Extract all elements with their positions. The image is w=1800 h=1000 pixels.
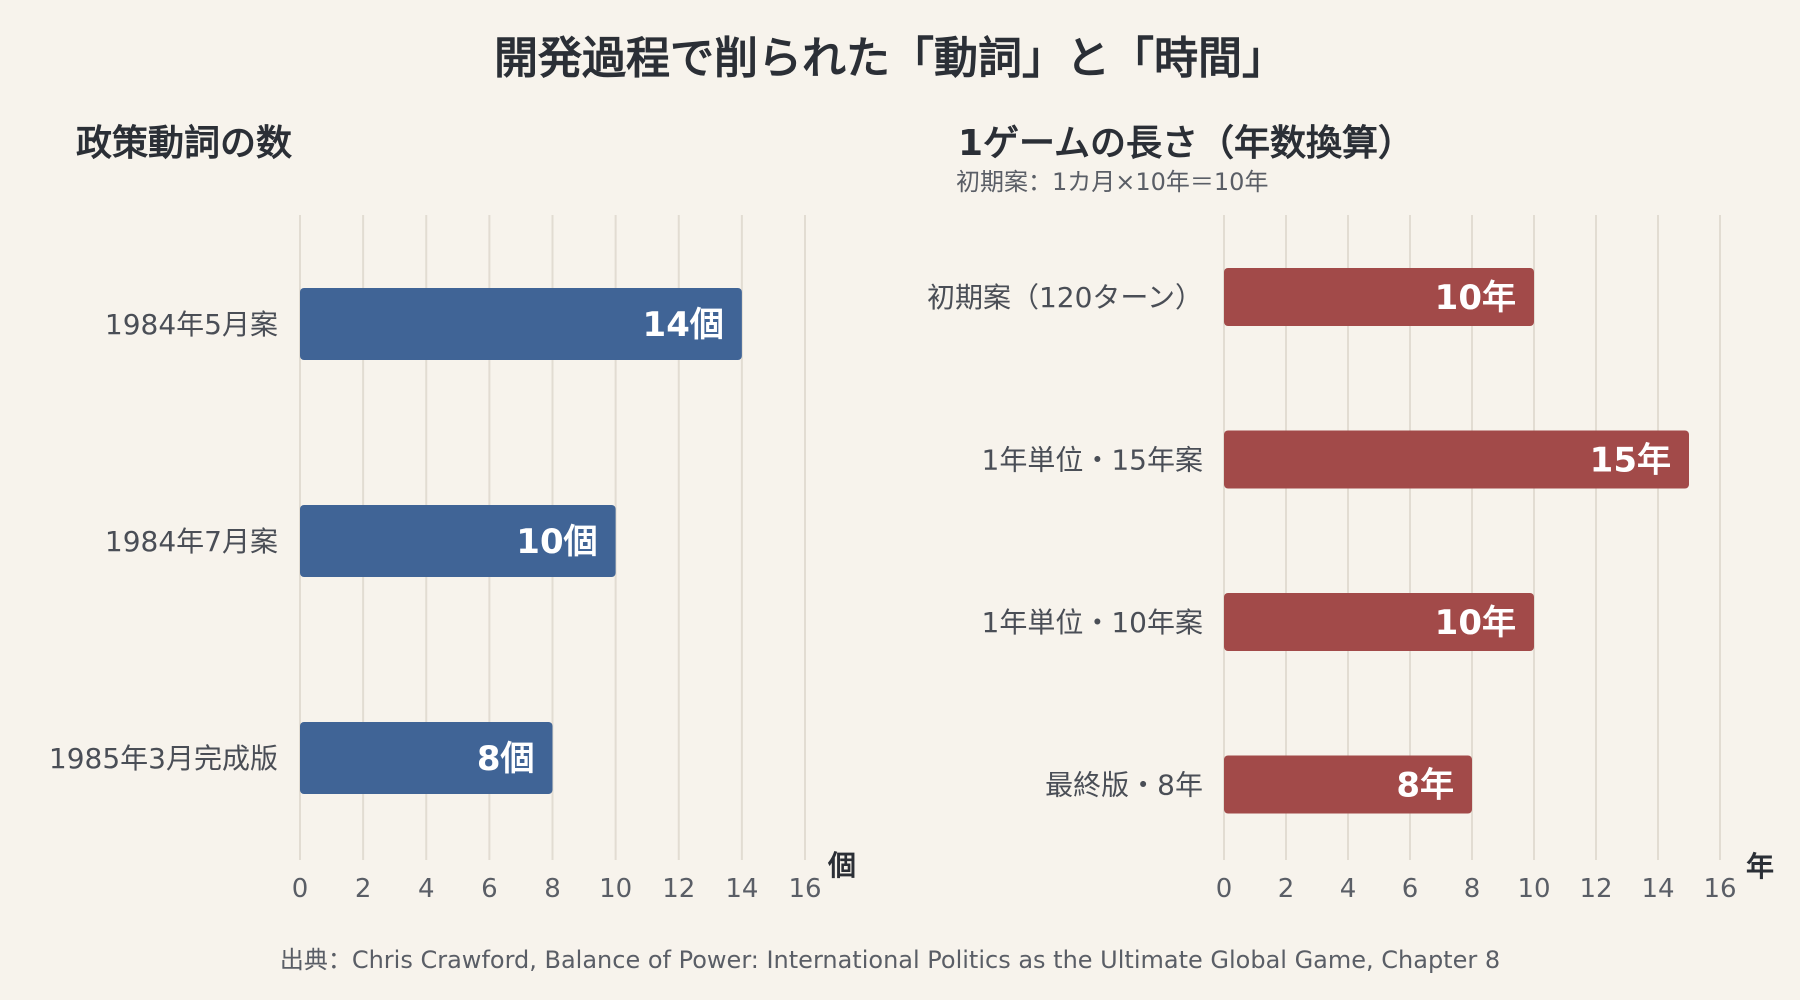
source-note: 出典：Chris Crawford, Balance of Power: Int… bbox=[279, 946, 1501, 974]
x-tick-label: 4 bbox=[1340, 874, 1357, 904]
x-tick-label: 14 bbox=[725, 874, 758, 904]
game-length-bar-chart: 0 2 4 6 8 10 12 14 16 年 初期案（120ターン） 10年 1年単位・15年案 15年… bbox=[927, 215, 1774, 904]
category-label: 1984年7月案 bbox=[105, 525, 278, 558]
category-label: 1年単位・15年案 bbox=[982, 444, 1203, 477]
bar bbox=[1224, 593, 1534, 651]
x-tick-label: 10 bbox=[599, 874, 632, 904]
x-tick-label: 10 bbox=[1517, 874, 1550, 904]
x-tick-label: 12 bbox=[662, 874, 695, 904]
bar bbox=[300, 505, 616, 577]
bar-value-label: 8個 bbox=[477, 739, 535, 779]
category-label: 1984年5月案 bbox=[105, 308, 278, 341]
x-tick-label: 8 bbox=[544, 874, 561, 904]
bar-value-label: 15年 bbox=[1590, 441, 1671, 481]
bar bbox=[1224, 430, 1689, 489]
bar-value-label: 10年 bbox=[1435, 278, 1516, 318]
x-tick-label: 4 bbox=[418, 874, 435, 904]
x-tick-label: 16 bbox=[788, 874, 821, 904]
x-tick-label: 2 bbox=[355, 874, 372, 904]
verbs-bar-chart: 0 2 4 6 8 10 12 14 16個 1984年5月案 14個 1984年7月案 10個 1985… bbox=[49, 215, 856, 904]
category-label: 初期案（120ターン） bbox=[927, 281, 1203, 314]
bar bbox=[1224, 268, 1534, 326]
bar-value-label: 10年 bbox=[1435, 603, 1516, 643]
right-panel-title: 1ゲームの長さ（年数換算） bbox=[958, 123, 1414, 164]
chart-title: 開発過程で削られた「動詞」と「時間」 bbox=[494, 33, 1286, 84]
category-label: 1985年3月完成版 bbox=[49, 742, 278, 775]
category-label: 最終版・8年 bbox=[1045, 769, 1203, 802]
category-label: 1年単位・10年案 bbox=[982, 606, 1203, 639]
bar-value-label: 14個 bbox=[643, 305, 724, 345]
right-panel-subtitle: 初期案：1カ月×10年＝10年 bbox=[956, 168, 1269, 196]
x-tick-label: 6 bbox=[481, 874, 498, 904]
x-tick-label: 14 bbox=[1641, 874, 1674, 904]
x-axis-unit-label: 年 bbox=[1746, 850, 1774, 883]
x-tick-label: 0 bbox=[1216, 874, 1233, 904]
left-panel-title: 政策動詞の数 bbox=[76, 123, 293, 164]
x-tick-label: 8 bbox=[1464, 874, 1481, 904]
x-tick-label: 12 bbox=[1579, 874, 1612, 904]
bar bbox=[1224, 755, 1472, 814]
bar bbox=[300, 288, 742, 360]
x-tick-label: 0 bbox=[292, 874, 309, 904]
x-tick-label: 16 bbox=[1703, 874, 1736, 904]
bar bbox=[300, 722, 553, 794]
x-tick-label: 2 bbox=[1278, 874, 1295, 904]
bar-value-label: 10個 bbox=[516, 522, 597, 562]
x-axis-unit-label: 個 bbox=[827, 849, 856, 882]
x-tick-label: 6 bbox=[1402, 874, 1419, 904]
bar-value-label: 8年 bbox=[1396, 766, 1454, 806]
